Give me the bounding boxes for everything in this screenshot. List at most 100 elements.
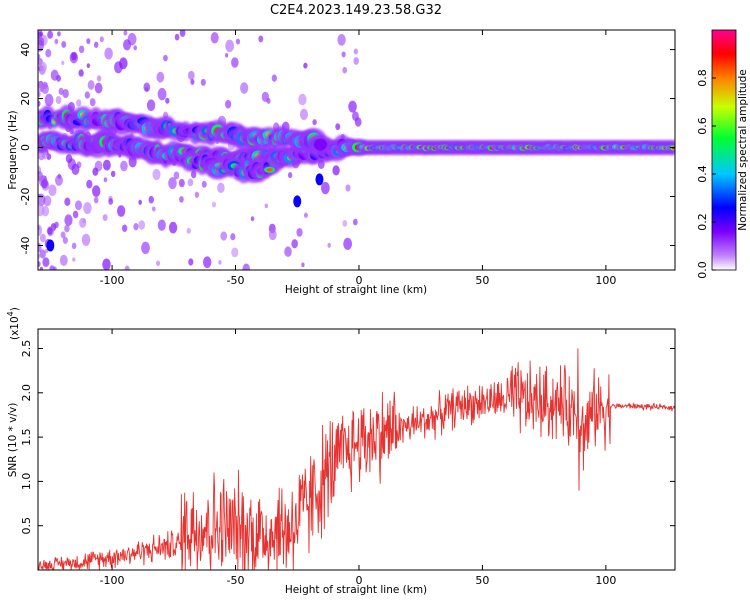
spectrogram-noise-blob <box>103 177 108 183</box>
spectrogram-x-axis-title: Height of straight line (km) <box>285 284 427 296</box>
spectrogram-noise-blob <box>38 91 41 98</box>
spectrogram-noise-blob <box>57 31 61 37</box>
spectrogram-noise-blob <box>57 173 62 179</box>
spectrogram-noise-blob <box>38 37 45 46</box>
spectrogram-noise-blob <box>96 75 102 82</box>
spectrogram-noise-blob <box>151 206 156 212</box>
spectrogram-noise-blob <box>45 48 52 58</box>
spectrogram-blob-core <box>266 168 273 172</box>
spectrogram-x-tick-label: 50 <box>475 274 489 287</box>
colorbar-tick-label: 0.4 <box>696 165 709 183</box>
spectrogram-noise-blob <box>39 249 46 259</box>
spectrogram-noise-blob <box>133 223 139 231</box>
spectrogram-noise-blob <box>201 180 207 188</box>
spectrogram-noise-blob <box>303 62 308 69</box>
spectrogram-noise-blob <box>353 57 359 65</box>
snr-panel: -100 -50 0 50 100 0.5 1.0 1.5 2.0 2.5 Height of … <box>6 307 676 596</box>
spectrogram-noise-blob <box>138 220 146 230</box>
spectrogram-blob <box>313 138 328 151</box>
spectrogram-noise-blob <box>38 224 43 237</box>
spectrogram-spot <box>293 195 302 208</box>
spectrogram-noise-blob <box>99 36 104 43</box>
spectrogram-y-tick-label: -20 <box>19 188 32 206</box>
spectrogram-noise-blob <box>104 47 113 60</box>
spectrogram-noise-blob <box>235 38 241 45</box>
snr-multiplier-exp: 4 <box>6 311 15 316</box>
spectrogram-y-tick-label: 20 <box>19 92 32 106</box>
spectrogram-noise-blob <box>93 196 99 204</box>
snr-y-tick-label: 1.0 <box>20 473 33 491</box>
spectrogram-noise-blob <box>93 41 99 48</box>
spectrogram-y-tick-label: 40 <box>19 43 32 57</box>
spectrogram-noise-blob <box>345 184 351 192</box>
spectrogram-noise-blob <box>119 57 128 70</box>
snr-y-axis-title: SNR (10 * v/v) <box>7 403 19 478</box>
spectrogram-noise-blob <box>210 32 219 44</box>
spectrogram-noise-blob <box>123 39 132 51</box>
snr-x-tick-label: 100 <box>595 574 616 587</box>
spectrogram-noise-blob <box>68 162 72 168</box>
spectrogram-noise-blob <box>64 214 73 226</box>
figure-title: C2E4.2023.149.23.58.G32 <box>270 3 442 18</box>
spectrogram-y-tick-label: -40 <box>19 237 32 255</box>
spectrogram-noise-blob <box>353 48 358 55</box>
spectrogram-x-tick-label: 100 <box>595 274 616 287</box>
spectrogram-noise-blob <box>332 165 340 176</box>
spectrogram-noise-blob <box>81 233 91 246</box>
spectrogram-spot <box>315 173 324 186</box>
spectrogram-noise-blob <box>108 198 114 205</box>
spectrogram-noise-blob <box>194 191 200 198</box>
spectrogram-noise-blob <box>231 57 239 68</box>
spectrogram-noise-blob <box>44 93 54 107</box>
spectrogram-spot <box>46 239 55 252</box>
spectrogram-noise-blob <box>84 91 90 99</box>
spectrogram-noise-blob <box>258 35 264 43</box>
spectrogram-noise-blob <box>165 97 170 104</box>
spectrogram-noise-blob <box>61 40 67 48</box>
spectrogram-noise-blob <box>78 45 85 54</box>
spectrogram-noise-blob <box>94 82 103 94</box>
spectrogram-noise-blob <box>230 233 236 241</box>
spectrogram-panel: -100 -50 0 50 100 -40 -20 0 20 40 Height of stra… <box>7 29 676 296</box>
spectrogram-noise-blob <box>55 96 62 104</box>
spectrogram-noise-blob <box>47 30 54 39</box>
colorbar: 0.0 0.2 0.4 0.6 0.8 Normalized spectral ampl… <box>696 29 749 279</box>
spectrogram-noise-blob <box>38 242 42 253</box>
spectrogram-x-tick-label: 0 <box>355 274 362 287</box>
spectrogram-noise-blob <box>64 224 70 233</box>
spectrogram-noise-blob <box>42 257 50 268</box>
spectrogram-noise-blob <box>133 45 137 51</box>
spectrogram-noise-blob <box>163 54 168 62</box>
spectrogram-noise-blob <box>102 214 108 222</box>
spectrogram-noise-blob <box>38 100 41 108</box>
snr-x-axis-title: Height of straight line (km) <box>285 584 427 596</box>
snr-y-tick-label: 1.5 <box>20 428 33 446</box>
spectrogram-noise-blob <box>342 220 348 227</box>
spectrogram-noise-blob <box>83 202 92 215</box>
spectrogram-noise-blob <box>79 217 87 228</box>
snr-plot-area <box>38 348 675 570</box>
spectrogram-noise-blob <box>304 212 308 218</box>
colorbar-ticks: 0.0 0.2 0.4 0.6 0.8 <box>696 69 716 279</box>
spectrogram-noise-blob <box>312 119 317 126</box>
spectrogram-noise-blob <box>242 263 250 270</box>
spectrogram-noise-blob <box>41 178 48 189</box>
spectrogram-noise-blob <box>343 237 353 250</box>
spectrogram-noise-blob <box>284 246 292 257</box>
snr-y-tick-label: 2.5 <box>20 340 33 358</box>
spectrogram-noise-blob <box>121 224 128 232</box>
spectrogram-noise-blob <box>38 175 42 181</box>
spectrogram-noise-blob <box>157 87 167 101</box>
spectrogram-noise-blob <box>157 219 166 231</box>
spectrogram-noise-blob <box>287 172 293 179</box>
spectrogram-noise-blob <box>39 31 43 37</box>
snr-x-ticks: -100 -50 0 50 100 <box>100 329 616 587</box>
spectrogram-noise-blob <box>218 260 222 265</box>
spectrogram-noise-blob <box>327 242 331 248</box>
spectrogram-noise-blob <box>178 178 185 188</box>
colorbar-tick-label: 0.6 <box>696 117 709 135</box>
colorbar-title: Normalized spectral amplitude <box>737 69 749 230</box>
spectrogram-noise-blob <box>49 265 55 270</box>
spectrogram-noise-blob <box>156 260 161 267</box>
spectrogram-noise-blob <box>59 254 68 266</box>
